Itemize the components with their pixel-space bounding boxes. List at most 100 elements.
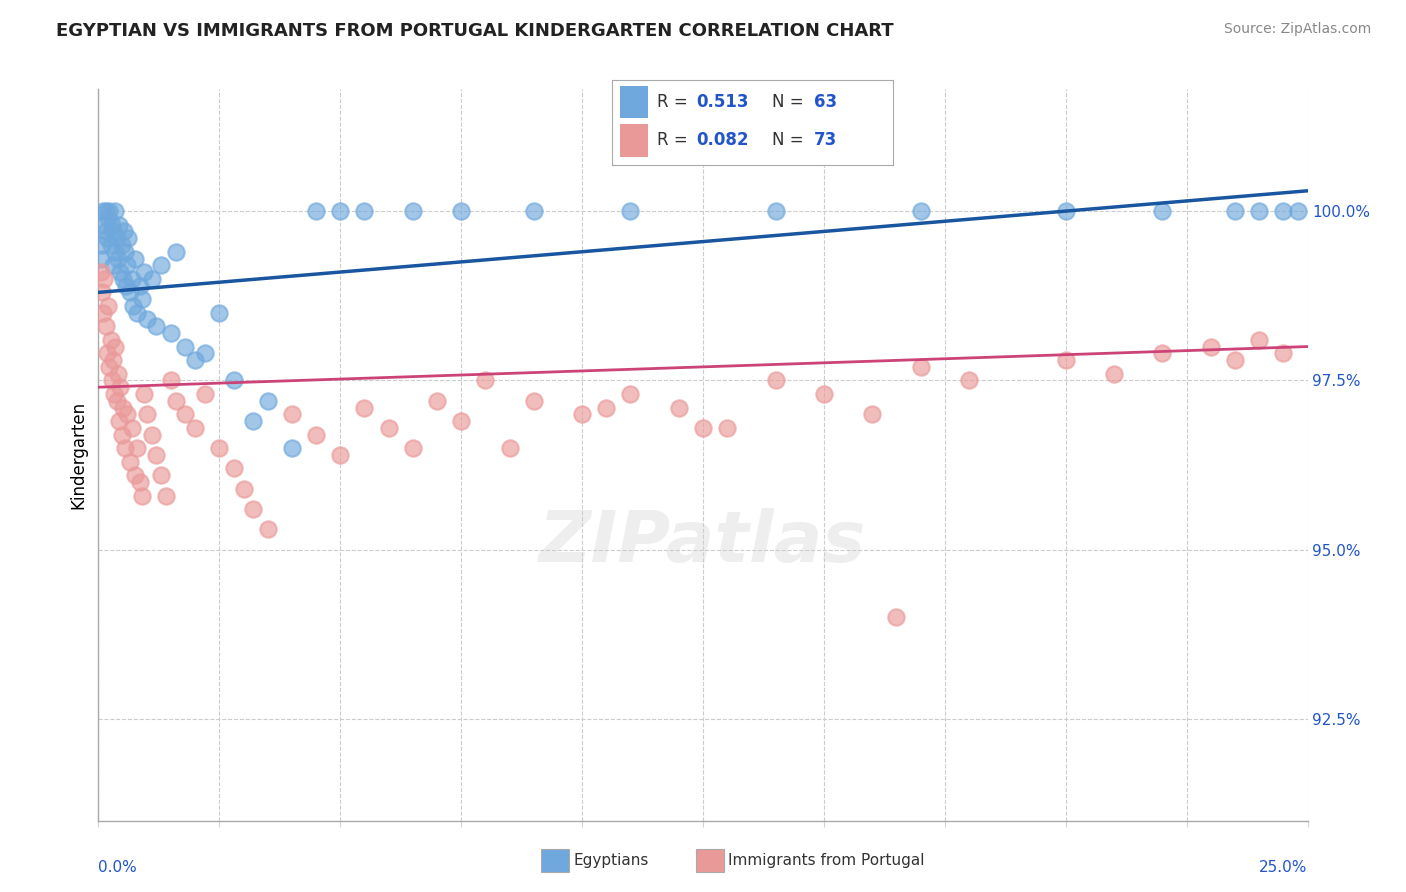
Point	[94, 224, 117, 238]
Point	[377, 421, 399, 435]
Point	[145, 448, 167, 462]
Point	[128, 278, 150, 293]
Point	[329, 204, 352, 219]
Text: Egyptians: Egyptians	[574, 854, 650, 868]
Point	[523, 393, 546, 408]
Point	[91, 204, 114, 219]
Point	[150, 258, 173, 272]
Point	[1199, 340, 1222, 354]
Point	[1223, 353, 1246, 368]
Y-axis label: Kindergarten: Kindergarten	[69, 401, 87, 509]
Point	[329, 448, 352, 462]
Point	[127, 306, 149, 320]
Point	[716, 421, 738, 435]
Point	[571, 407, 593, 421]
Point	[498, 441, 520, 455]
Point	[117, 407, 139, 421]
Text: N =: N =	[772, 94, 808, 112]
Point	[668, 401, 690, 415]
Point	[111, 427, 134, 442]
Point	[281, 441, 304, 455]
Text: N =: N =	[772, 131, 808, 150]
Point	[1054, 353, 1077, 368]
Point	[1286, 204, 1309, 219]
Point	[222, 461, 245, 475]
Point	[1102, 367, 1125, 381]
Point	[90, 265, 112, 279]
Text: 0.513: 0.513	[696, 94, 748, 112]
Point	[94, 204, 117, 219]
Point	[886, 610, 908, 624]
Point	[150, 468, 173, 483]
Point	[121, 272, 143, 286]
Point	[765, 204, 787, 219]
Point	[122, 299, 145, 313]
Point	[118, 455, 141, 469]
Point	[281, 407, 304, 421]
Point	[184, 421, 207, 435]
Point	[165, 244, 187, 259]
Point	[114, 244, 136, 259]
Point	[765, 373, 787, 387]
Point	[131, 489, 153, 503]
Point	[474, 373, 496, 387]
Point	[160, 326, 183, 340]
Bar	[620, 87, 648, 119]
Point	[100, 333, 122, 347]
Point	[1249, 204, 1271, 219]
Point	[101, 258, 124, 272]
Point	[124, 468, 146, 483]
Point	[174, 340, 197, 354]
Point	[135, 407, 157, 421]
Point	[426, 393, 449, 408]
Point	[194, 346, 217, 360]
Point	[97, 211, 120, 225]
Point	[91, 238, 114, 252]
Point	[208, 441, 231, 455]
Text: ZIPatlas: ZIPatlas	[540, 508, 866, 577]
Point	[107, 252, 129, 266]
Point	[256, 523, 278, 537]
Point	[121, 421, 143, 435]
Point	[107, 367, 129, 381]
Point	[97, 299, 120, 313]
Point	[101, 373, 124, 387]
Point	[111, 238, 134, 252]
Point	[256, 393, 278, 408]
Point	[135, 312, 157, 326]
Point	[1272, 346, 1295, 360]
Point	[105, 393, 128, 408]
Point	[117, 258, 139, 272]
Point	[1272, 204, 1295, 219]
Point	[90, 252, 112, 266]
Text: EGYPTIAN VS IMMIGRANTS FROM PORTUGAL KINDERGARTEN CORRELATION CHART: EGYPTIAN VS IMMIGRANTS FROM PORTUGAL KIN…	[56, 22, 894, 40]
Point	[305, 427, 328, 442]
Point	[619, 387, 641, 401]
Point	[101, 218, 124, 232]
Point	[910, 204, 932, 219]
Point	[98, 359, 121, 374]
Point	[127, 441, 149, 455]
Text: R =: R =	[657, 131, 693, 150]
Point	[155, 489, 177, 503]
Point	[353, 401, 375, 415]
Point	[1152, 204, 1174, 219]
Point	[105, 231, 128, 245]
Point	[111, 272, 134, 286]
Point	[101, 353, 124, 368]
Point	[208, 306, 231, 320]
Point	[957, 373, 980, 387]
Point	[98, 204, 121, 219]
Point	[93, 272, 115, 286]
Point	[595, 401, 617, 415]
Text: 0.082: 0.082	[696, 131, 748, 150]
Point	[96, 346, 118, 360]
Point	[111, 401, 134, 415]
Point	[100, 238, 122, 252]
Point	[103, 387, 125, 401]
Point	[692, 421, 714, 435]
Point	[118, 285, 141, 300]
Text: 63: 63	[814, 94, 837, 112]
Point	[402, 441, 425, 455]
Point	[107, 218, 129, 232]
